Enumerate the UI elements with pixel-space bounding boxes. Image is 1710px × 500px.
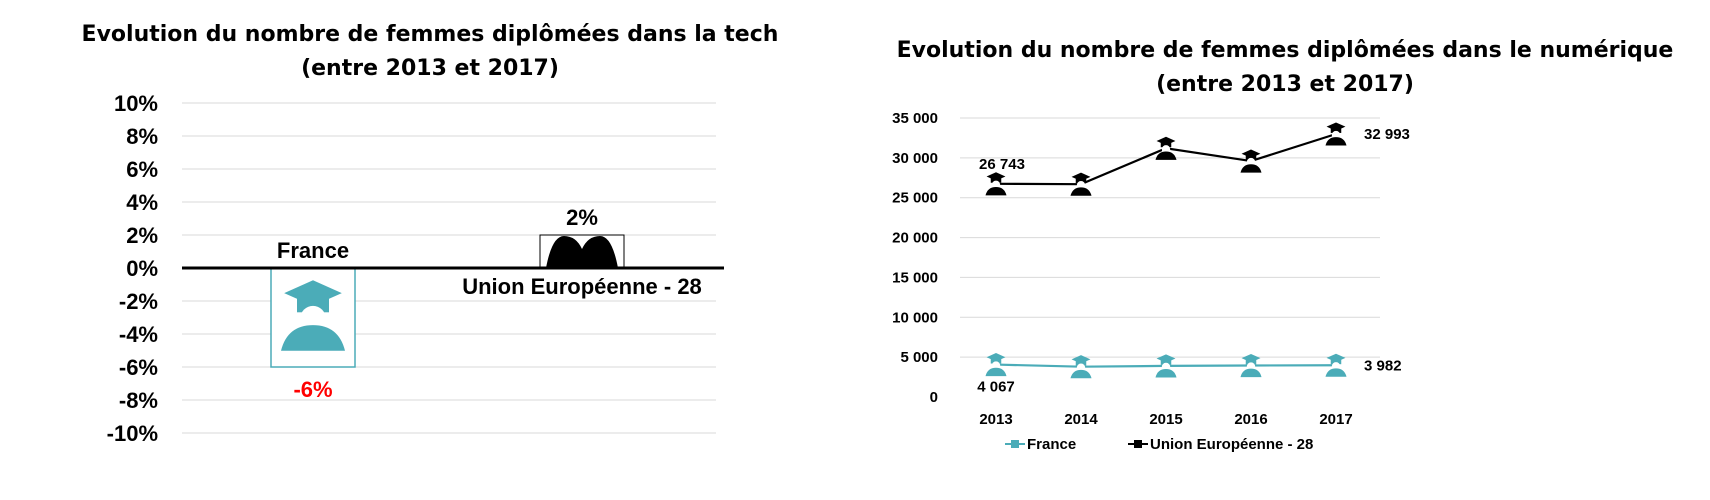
data-label: 4 067 xyxy=(977,379,1015,396)
x-tick-label: 2014 xyxy=(1064,411,1098,428)
digital-chart-title: Evolution du nombre de femmes diplômées … xyxy=(896,38,1674,97)
digital-line-chart: 35 000 30 000 25 000 20 000 15 000 10 000 5 00… xyxy=(892,110,1410,453)
y-tick-label: 10% xyxy=(114,91,158,116)
graduate-icon xyxy=(1240,149,1262,173)
legend-label: France xyxy=(1027,436,1076,453)
x-tick-label: 2013 xyxy=(979,411,1012,428)
y-tick-label: 8% xyxy=(126,124,158,149)
y-tick-label: -2% xyxy=(119,289,158,314)
legend-marker xyxy=(1011,440,1019,448)
data-label: 2% xyxy=(566,205,598,230)
tech-chart-title: Evolution du nombre de femmes diplômées … xyxy=(81,22,779,81)
y-tick-label: 5 000 xyxy=(900,349,938,366)
x-tick-label: 2015 xyxy=(1149,411,1182,428)
y-tick-label: -6% xyxy=(119,355,158,380)
y-tick-label: 6% xyxy=(126,157,158,182)
tech-bar-chart: 10% 8% 6% 4% 2% 0% -2% -4% -6% -8% -10% France -6% 2%… xyxy=(107,91,724,446)
graduate-icon xyxy=(1070,172,1092,196)
category-label: Union Européenne - 28 xyxy=(462,274,702,299)
data-label: 3 982 xyxy=(1364,357,1402,374)
graduate-icon xyxy=(1155,136,1177,160)
y-tick-label: 30 000 xyxy=(892,150,938,167)
y-tick-label: 2% xyxy=(126,223,158,248)
x-tick-label: 2016 xyxy=(1234,411,1267,428)
data-label: 32 993 xyxy=(1364,126,1410,143)
graduate-icon xyxy=(1070,355,1092,379)
y-tick-label: 4% xyxy=(126,190,158,215)
graduate-icon xyxy=(546,236,618,268)
graduate-icon xyxy=(985,353,1007,377)
data-label: 26 743 xyxy=(979,156,1025,173)
y-tick-label: 0% xyxy=(126,256,158,281)
graduate-icon xyxy=(281,280,345,351)
graduate-icon xyxy=(1325,122,1347,146)
legend-label: Union Européenne - 28 xyxy=(1150,436,1313,453)
y-tick-label: 10 000 xyxy=(892,309,938,326)
y-tick-label: -10% xyxy=(107,421,158,446)
tech-bar-chart-panel: Evolution du nombre de femmes diplômées … xyxy=(81,22,779,446)
y-tick-label: 25 000 xyxy=(892,190,938,207)
y-tick-label: 20 000 xyxy=(892,230,938,247)
category-label: France xyxy=(277,238,349,263)
legend: France Union Européenne - 28 xyxy=(1005,436,1313,453)
y-tick-label: 15 000 xyxy=(892,269,938,286)
graduate-icon xyxy=(1240,353,1262,378)
y-tick-label: -8% xyxy=(119,388,158,413)
graduate-icon xyxy=(1155,354,1177,378)
legend-marker xyxy=(1134,440,1142,448)
digital-line-chart-panel: Evolution du nombre de femmes diplômées … xyxy=(860,0,1710,500)
y-tick-label: -4% xyxy=(119,322,158,347)
y-tick-label: 35 000 xyxy=(892,110,938,127)
x-tick-label: 2017 xyxy=(1319,411,1352,428)
graduate-icon xyxy=(985,172,1007,196)
graduate-icon xyxy=(1325,353,1347,377)
y-tick-label: 0 xyxy=(930,389,938,406)
data-label: -6% xyxy=(293,377,332,402)
